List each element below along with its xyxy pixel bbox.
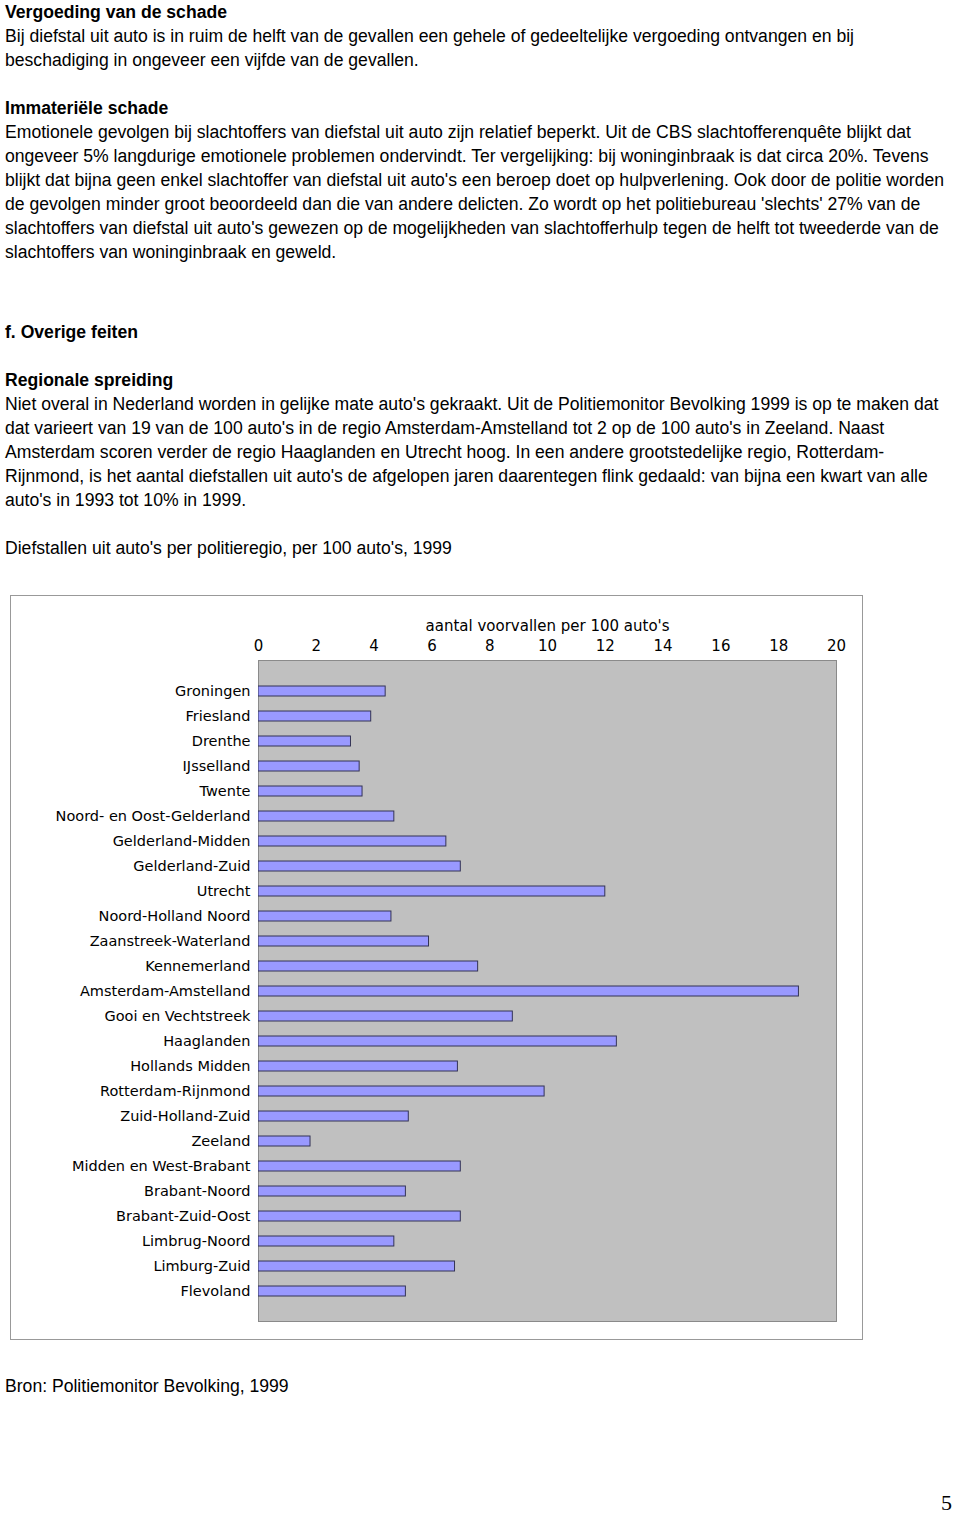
svg-text:Flevoland: Flevoland	[180, 1283, 250, 1299]
html-text:Bron: Politiemonitor Bevolking: Bron: Politiemonitor Bevolking, 1999	[5, 1376, 289, 1396]
svg-text:Limbrug-Noord: Limbrug-Noord	[142, 1233, 251, 1249]
svg-text:aantal voorvallen per 100 auto: aantal voorvallen per 100 auto's	[426, 617, 670, 635]
svg-text:Brabant-Zuid-Oost: Brabant-Zuid-Oost	[116, 1208, 251, 1224]
svg-text:Noord-Holland Noord: Noord-Holland Noord	[99, 908, 251, 924]
html-text:Vergoeding van de schade: Vergoeding van de schade	[5, 2, 227, 22]
html-text:Diefstallen uit auto's per pol: Diefstallen uit auto's per politieregio,…	[5, 538, 452, 558]
svg-text:Utrecht: Utrecht	[197, 883, 251, 899]
svg-text:Amsterdam-Amstelland: Amsterdam-Amstelland	[80, 983, 251, 999]
svg-text:6: 6	[427, 637, 437, 655]
svg-text:Hollands Midden: Hollands Midden	[130, 1058, 250, 1074]
svg-text:Gooi en Vechtstreek: Gooi en Vechtstreek	[104, 1008, 251, 1024]
svg-text:IJsselland: IJsselland	[183, 758, 251, 774]
svg-text:2: 2	[312, 637, 322, 655]
svg-text:12: 12	[596, 637, 615, 655]
svg-text:Zuid-Holland-Zuid: Zuid-Holland-Zuid	[120, 1108, 250, 1124]
svg-text:16: 16	[711, 637, 730, 655]
svg-text:10: 10	[538, 637, 557, 655]
html-text:Bij diefstal uit auto is in ru: Bij diefstal uit auto is in ruim de helf…	[5, 26, 854, 70]
svg-text:Midden en West-Brabant: Midden en West-Brabant	[72, 1158, 251, 1174]
svg-text:18: 18	[769, 637, 788, 655]
svg-text:Haaglanden: Haaglanden	[163, 1033, 250, 1049]
svg-text:Kennemerland: Kennemerland	[145, 958, 250, 974]
svg-text:4: 4	[369, 637, 379, 655]
svg-text:8: 8	[485, 637, 495, 655]
svg-text:Gelderland-Zuid: Gelderland-Zuid	[133, 858, 250, 874]
svg-text:20: 20	[827, 637, 846, 655]
svg-text:Zeeland: Zeeland	[191, 1133, 250, 1149]
svg-text:Noord- en Oost-Gelderland: Noord- en Oost-Gelderland	[56, 808, 251, 824]
html-text:5: 5	[941, 1490, 952, 1515]
svg-text:Brabant-Noord: Brabant-Noord	[144, 1183, 251, 1199]
svg-text:Rotterdam-Rijnmond: Rotterdam-Rijnmond	[100, 1083, 250, 1099]
svg-text:0: 0	[254, 637, 264, 655]
svg-text:14: 14	[654, 637, 673, 655]
svg-text:Drenthe: Drenthe	[192, 733, 251, 749]
html-text:Regionale spreiding: Regionale spreiding	[5, 370, 174, 390]
svg-text:Groningen: Groningen	[175, 683, 250, 699]
svg-text:Zaanstreek-Waterland: Zaanstreek-Waterland	[90, 933, 251, 949]
html-text:f. Overige feiten: f. Overige feiten	[5, 322, 138, 342]
svg-text:Limburg-Zuid: Limburg-Zuid	[153, 1258, 250, 1274]
svg-text:Gelderland-Midden: Gelderland-Midden	[113, 833, 251, 849]
html-text:Immateriële schade: Immateriële schade	[5, 98, 169, 118]
html-text:Niet overal in Nederland worde: Niet overal in Nederland worden in gelij…	[5, 394, 939, 510]
html-text:Emotionele gevolgen bij slacht: Emotionele gevolgen bij slachtoffers van…	[5, 122, 945, 262]
svg-text:Twente: Twente	[198, 783, 250, 799]
svg-text:Friesland: Friesland	[185, 708, 250, 724]
